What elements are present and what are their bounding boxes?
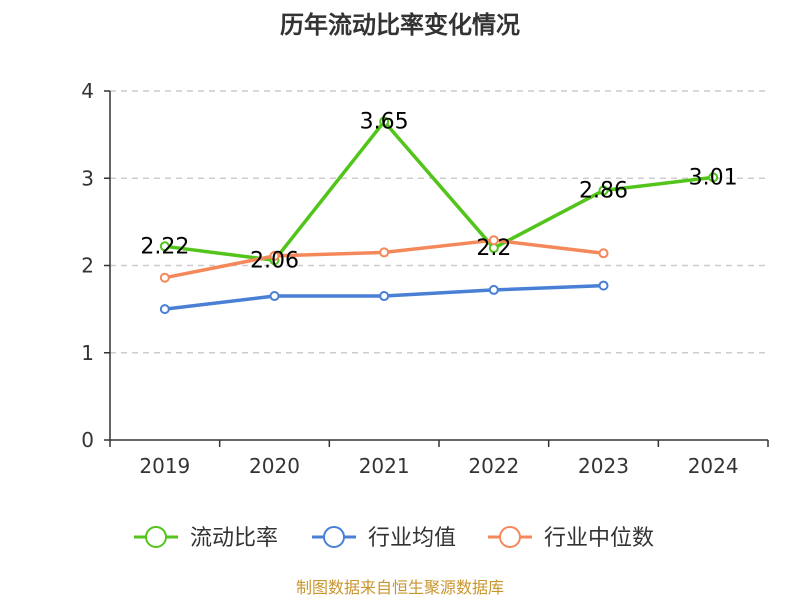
data-label: 2.06 — [250, 248, 299, 273]
y-tick-label: 0 — [81, 428, 94, 452]
legend-label: 行业中位数 — [544, 526, 654, 551]
x-tick-label: 2020 — [249, 454, 300, 478]
data-point — [598, 280, 609, 291]
data-point — [708, 172, 719, 183]
legend-label: 行业均值 — [368, 526, 456, 551]
grid-lines — [110, 90, 768, 354]
series-line-2 — [163, 238, 606, 280]
data-point — [598, 248, 609, 259]
chart-title: 历年流动比率变化情况 — [280, 11, 520, 39]
legend-circle-icon — [145, 526, 167, 548]
legend-circle-icon — [323, 526, 345, 548]
data-point — [379, 291, 390, 302]
y-tick-label: 3 — [81, 166, 94, 190]
axes: 0 1 2 3 4 2019 2020 2021 2022 2023 2024 — [81, 79, 769, 478]
legend-circle-icon — [499, 526, 521, 548]
data-point — [159, 272, 170, 283]
data-point — [379, 116, 390, 127]
y-tick-label: 1 — [81, 341, 94, 365]
y-tick-label: 4 — [81, 79, 94, 103]
legend-item-1[interactable]: 行业均值 — [312, 526, 456, 551]
data-point — [159, 241, 170, 252]
x-tick-label: 2021 — [359, 454, 410, 478]
data-point — [598, 185, 609, 196]
data-point — [269, 250, 280, 261]
y-tick-label: 2 — [81, 254, 94, 278]
data-label: 2.22 — [140, 234, 189, 259]
legend-item-2[interactable]: 行业中位数 — [488, 526, 654, 551]
x-tick-label: 2024 — [688, 454, 739, 478]
data-point — [269, 291, 280, 302]
x-tick-label: 2023 — [578, 454, 629, 478]
data-point — [159, 304, 170, 315]
data-point — [488, 284, 499, 295]
x-tick-label: 2022 — [468, 454, 519, 478]
data-label: 2.86 — [579, 178, 628, 203]
data-label: 3.01 — [689, 165, 738, 190]
data-point — [379, 247, 390, 258]
legend-label: 流动比率 — [190, 526, 278, 551]
series-layer — [159, 116, 719, 315]
data-point — [488, 235, 499, 246]
series-line-0 — [163, 119, 715, 263]
x-tick-label: 2019 — [139, 454, 190, 478]
data-label: 2.2 — [476, 236, 511, 261]
legend-item-0[interactable]: 流动比率 — [134, 526, 278, 551]
data-label: 3.65 — [360, 110, 409, 135]
source-note: 制图数据来自恒生聚源数据库 — [296, 578, 504, 597]
data-labels: 2.22 2.06 3.65 2.2 2.86 3.01 — [140, 110, 737, 274]
legend[interactable]: 流动比率 行业均值 行业中位数 — [134, 526, 654, 551]
